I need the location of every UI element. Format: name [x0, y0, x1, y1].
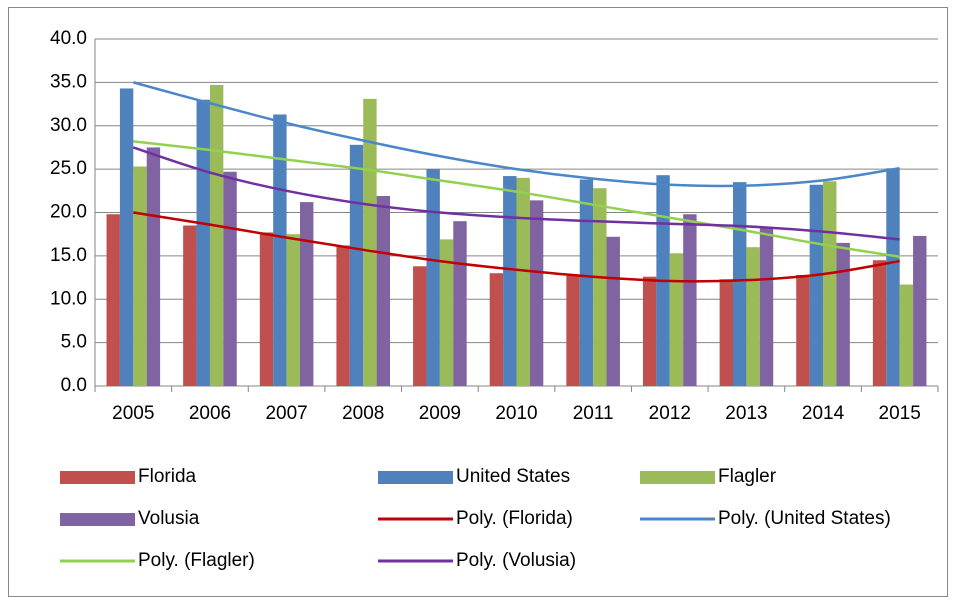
bar: [503, 176, 517, 386]
bar: [886, 168, 900, 386]
bar: [259, 232, 274, 386]
y-tick-label: 15.0: [50, 245, 87, 266]
legend-swatch: [60, 471, 135, 484]
bar: [642, 276, 657, 386]
bar: [376, 196, 391, 386]
bar: [669, 253, 684, 386]
x-tick-label: 2007: [265, 403, 307, 424]
bar: [823, 181, 837, 386]
legend-swatch: [60, 513, 135, 526]
legend-label: Poly. (United States): [718, 508, 891, 529]
x-tick-label: 2009: [419, 403, 461, 424]
y-tick-label: 20.0: [50, 202, 87, 223]
bar: [349, 144, 364, 386]
bar: [336, 245, 350, 386]
legend-swatch: [640, 471, 715, 484]
bar: [516, 177, 530, 386]
legend-label: Florida: [138, 466, 197, 487]
bar: [733, 182, 747, 386]
bar: [286, 234, 300, 386]
bar: [683, 214, 697, 386]
bar: [299, 202, 314, 386]
bar: [529, 200, 544, 386]
x-tick-label: 2011: [573, 403, 614, 424]
bar: [809, 184, 824, 386]
legend-label: Poly. (Flagler): [138, 550, 255, 571]
y-tick-label: 30.0: [50, 115, 87, 136]
x-tick-label: 2008: [342, 403, 384, 424]
bar: [719, 279, 734, 386]
bar: [439, 239, 454, 386]
bar: [183, 225, 197, 386]
legend-label: Volusia: [138, 508, 200, 529]
bar: [133, 166, 147, 386]
y-tick-label: 35.0: [50, 71, 87, 92]
x-tick-label: 2012: [649, 403, 691, 424]
y-tick-label: 40.0: [50, 28, 87, 49]
bar: [106, 214, 120, 386]
bar: [146, 147, 161, 386]
bar: [872, 260, 887, 386]
bar: [566, 275, 580, 386]
bar: [606, 236, 620, 386]
x-tick-label: 2006: [189, 403, 231, 424]
x-tick-label: 2014: [802, 403, 845, 424]
bar: [836, 242, 850, 386]
bar: [223, 171, 237, 386]
bar: [209, 84, 224, 386]
trend-line: [132, 81, 900, 188]
legend-label: Poly. (Volusia): [456, 550, 576, 571]
bar: [196, 99, 210, 386]
bar: [593, 188, 607, 386]
bar: [913, 235, 927, 386]
x-tick-label: 2015: [879, 403, 921, 424]
legend-label: Flagler: [718, 466, 777, 487]
bar: [119, 88, 134, 386]
legend-label: Poly. (Florida): [456, 508, 573, 529]
x-tick-label: 2010: [495, 403, 537, 424]
y-tick-label: 0.0: [61, 375, 87, 396]
bar: [899, 284, 914, 386]
y-tick-label: 5.0: [61, 332, 87, 353]
legend-label: United States: [456, 466, 570, 487]
bar: [426, 169, 440, 386]
bar: [453, 221, 467, 386]
trend-line: [133, 211, 900, 283]
bar: [413, 266, 427, 386]
bar: [489, 273, 504, 386]
bar: [273, 114, 287, 386]
bar: [746, 247, 760, 386]
trend-line: [133, 140, 900, 258]
bar: [759, 227, 774, 386]
y-tick-label: 10.0: [50, 288, 87, 309]
x-tick-label: 2013: [725, 403, 767, 424]
bar: [579, 179, 594, 386]
trend-line: [132, 146, 900, 241]
chart-frame: [8, 7, 948, 597]
x-tick-label: 2005: [112, 403, 154, 424]
bar: [796, 274, 810, 386]
y-tick-label: 25.0: [50, 158, 87, 179]
legend-swatch: [378, 471, 453, 484]
